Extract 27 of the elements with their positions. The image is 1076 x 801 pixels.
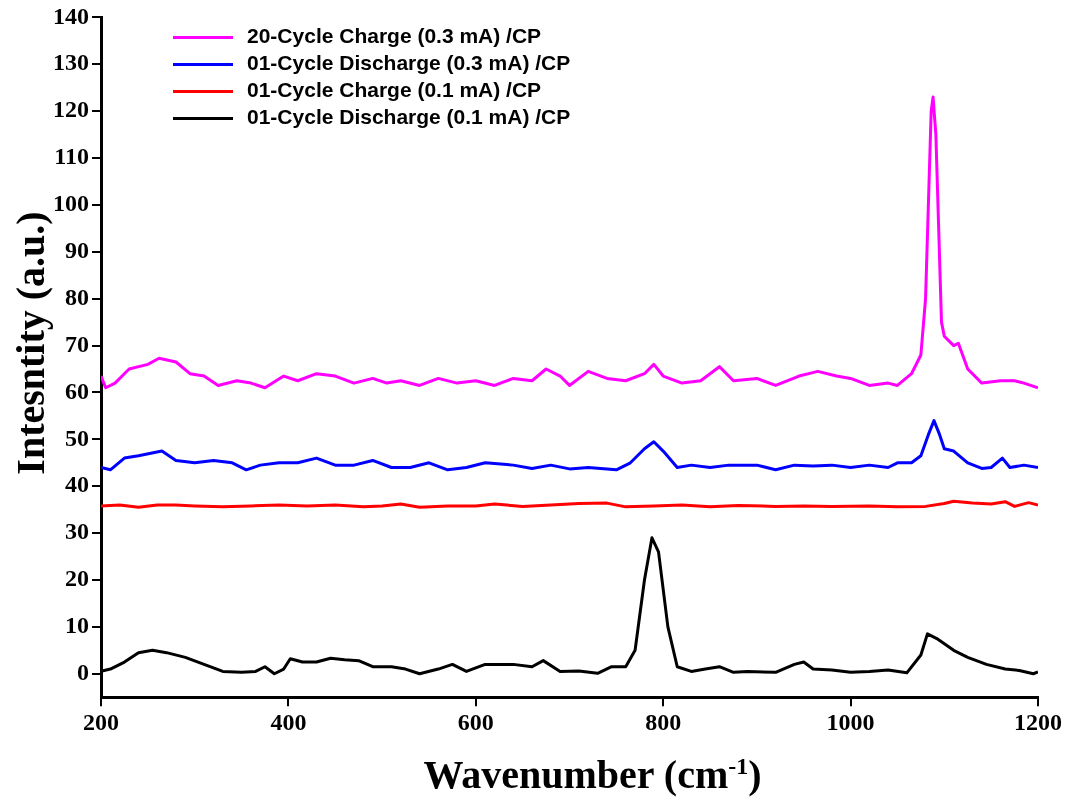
x-tick-label: 800 [645, 708, 682, 735]
y-tick-label: 30 [65, 518, 89, 545]
y-tick-label: 120 [53, 96, 89, 123]
y-tick-label: 140 [53, 2, 89, 29]
y-tick-label: 0 [77, 658, 89, 685]
y-tick-label: 100 [53, 190, 89, 217]
legend-label: 01-Cycle Discharge (0.3 mA) /CP [247, 51, 571, 75]
y-tick-label: 40 [65, 471, 89, 498]
x-tick-label: 400 [270, 708, 307, 735]
legend-label: 20-Cycle Charge (0.3 mA) /CP [247, 24, 542, 48]
x-tick-label: 1000 [826, 708, 875, 735]
legend-label: 01-Cycle Charge (0.1 mA) /CP [247, 78, 542, 102]
legend-label: 01-Cycle Discharge (0.1 mA) /CP [247, 105, 571, 129]
y-tick-label: 80 [65, 283, 89, 310]
y-tick-label: 60 [65, 377, 89, 404]
y-axis-title: Intesntity (a.u.) [6, 211, 54, 475]
y-tick-label: 70 [65, 330, 89, 357]
y-tick-label: 110 [54, 143, 89, 170]
y-tick-label: 50 [65, 424, 89, 451]
y-tick-label: 130 [53, 49, 89, 76]
x-axis-title: Wavenumber (cm$^{-1}$) [422, 751, 763, 800]
x-tick-label: 1200 [1014, 708, 1062, 735]
x-tick-label: 600 [457, 708, 494, 735]
x-tick-label: 200 [83, 708, 119, 735]
y-tick-label: 10 [65, 612, 89, 639]
y-tick-label: 20 [65, 565, 89, 592]
y-tick-label: 90 [65, 237, 89, 264]
